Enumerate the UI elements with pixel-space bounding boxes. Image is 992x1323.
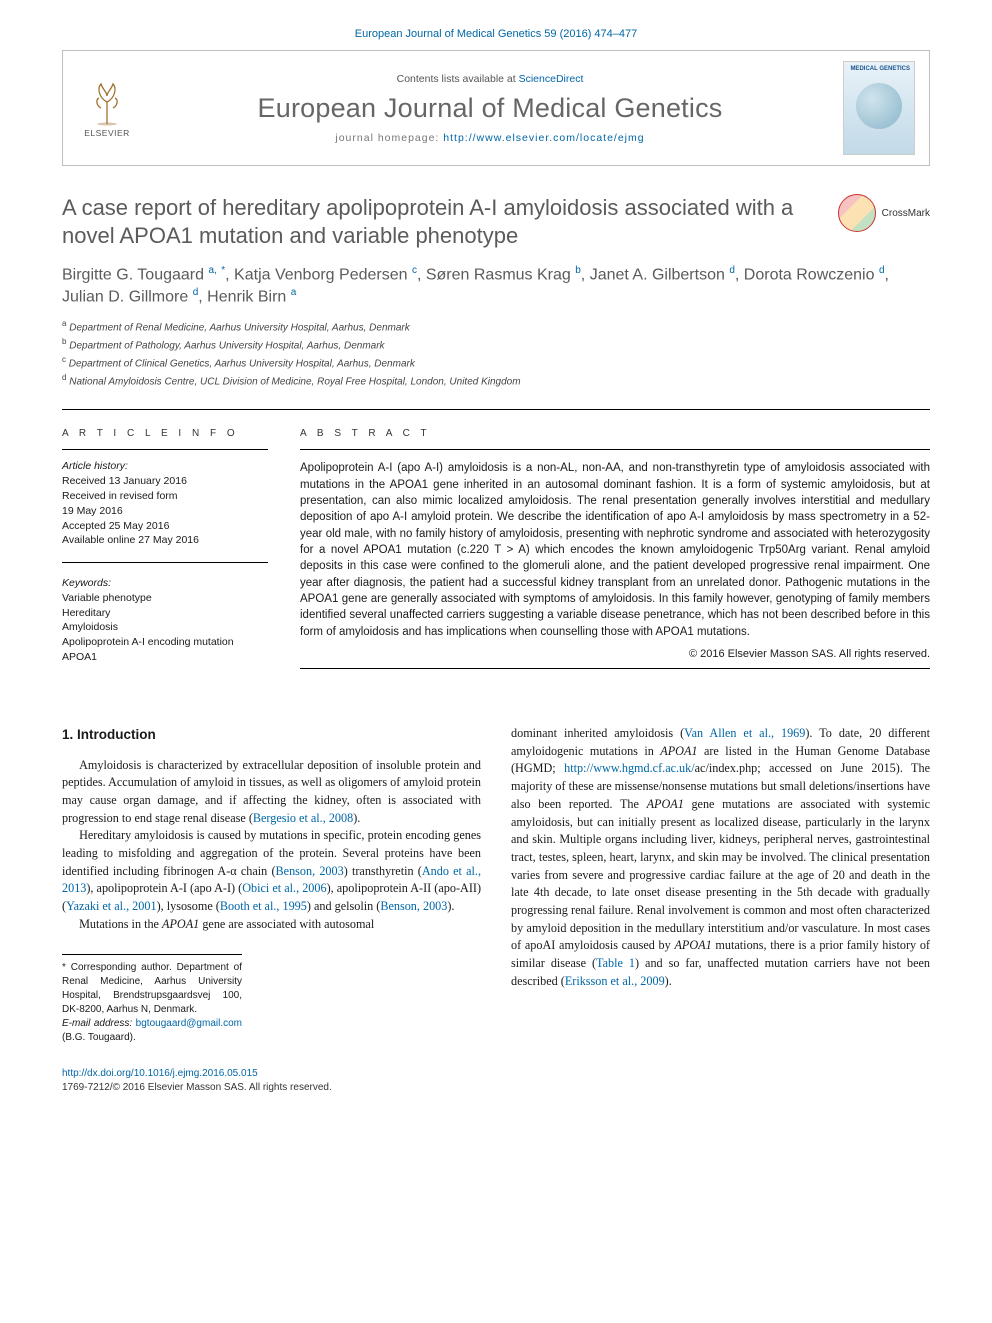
page-footer: http://dx.doi.org/10.1016/j.ejmg.2016.05… [62,1067,930,1095]
doi-link[interactable]: http://dx.doi.org/10.1016/j.ejmg.2016.05… [62,1068,258,1079]
article-body: 1. Introduction Amyloidosis is character… [62,725,930,1044]
citation-link[interactable]: Van Allen et al., 1969 [684,726,805,740]
citation-link[interactable]: Yazaki et al., 2001 [66,899,157,913]
affiliations: a Department of Renal Medicine, Aarhus U… [62,318,930,389]
keywords-body: Variable phenotypeHereditaryAmyloidosisA… [62,591,268,664]
section-heading-intro: 1. Introduction [62,725,481,745]
keywords-heading: Keywords: [62,577,268,589]
crossmark-badge[interactable]: CrossMark [838,194,930,232]
abstract-block: A B S T R A C T Apolipoprotein A-I (apo … [300,416,930,669]
author-list: Birgitte G. Tougaard a, *, Katja Venborg… [62,264,930,308]
elsevier-tree-icon [86,78,128,126]
divider [62,409,930,410]
article-title: A case report of hereditary apolipoprote… [62,194,824,250]
journal-cover-thumbnail: MEDICAL GENETICS [843,61,915,155]
body-paragraph: Amyloidosis is characterized by extracel… [62,757,481,828]
elsevier-logo: ELSEVIER [77,73,137,143]
contents-available: Contents lists available at ScienceDirec… [153,73,827,85]
crossmark-icon [838,194,876,232]
citation-link[interactable]: Bergesio et al., 2008 [253,811,353,825]
body-paragraph: Mutations in the APOA1 gene are associat… [62,916,481,934]
citation-link[interactable]: Booth et al., 1995 [220,899,307,913]
elsevier-label: ELSEVIER [84,128,130,138]
body-paragraph: Hereditary amyloidosis is caused by muta… [62,827,481,915]
email-link[interactable]: bgtougaard@gmail.com [136,1018,242,1029]
sciencedirect-link[interactable]: ScienceDirect [519,73,584,85]
cover-graphic [856,83,902,129]
corresponding-author-footer: * Corresponding author. Department of Re… [62,954,242,1045]
citation-link[interactable]: Benson, 2003 [380,899,447,913]
table-link[interactable]: Table 1 [596,956,635,970]
cover-title: MEDICAL GENETICS [848,66,910,73]
journal-header: ELSEVIER Contents lists available at Sci… [62,50,930,166]
abstract-label: A B S T R A C T [300,416,930,439]
journal-name: European Journal of Medical Genetics [153,93,827,124]
citation-line: European Journal of Medical Genetics 59 … [62,28,930,40]
history-body: Received 13 January 2016Received in revi… [62,474,268,547]
abstract-copyright: © 2016 Elsevier Masson SAS. All rights r… [300,648,930,660]
article-info-sidebar: A R T I C L E I N F O Article history: R… [62,416,268,669]
journal-homepage: journal homepage: http://www.elsevier.co… [153,132,827,144]
history-heading: Article history: [62,460,268,472]
article-info-label: A R T I C L E I N F O [62,416,268,439]
citation-link[interactable]: Eriksson et al., 2009 [565,974,665,988]
citation-link[interactable]: Benson, 2003 [276,864,344,878]
body-paragraph: dominant inherited amyloidosis (Van Alle… [511,725,930,990]
abstract-text: Apolipoprotein A-I (apo A-I) amyloidosis… [300,460,930,640]
citation-link[interactable]: Obici et al., 2006 [242,881,326,895]
issn-copyright: 1769-7212/© 2016 Elsevier Masson SAS. Al… [62,1082,332,1093]
external-link[interactable]: http://www.hgmd.cf.ac.uk/ [564,761,695,775]
crossmark-label: CrossMark [882,208,930,219]
homepage-link[interactable]: http://www.elsevier.com/locate/ejmg [443,132,644,144]
